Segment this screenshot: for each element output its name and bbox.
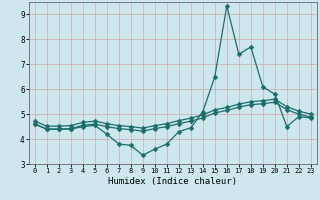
X-axis label: Humidex (Indice chaleur): Humidex (Indice chaleur) — [108, 177, 237, 186]
